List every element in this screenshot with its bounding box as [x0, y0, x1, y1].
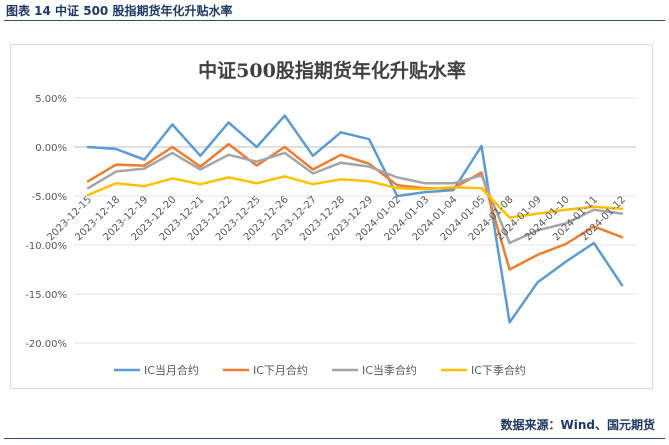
series-lines — [86, 114, 624, 324]
data-point — [255, 181, 259, 185]
data-point — [170, 151, 174, 155]
data-point — [508, 241, 512, 245]
data-point — [367, 179, 371, 183]
data-point — [479, 173, 483, 177]
series-line — [86, 175, 624, 219]
data-point — [536, 253, 540, 257]
data-point — [227, 153, 231, 157]
figure-caption: 图表 14 中证 500 股指期货年化升贴水率 — [6, 4, 233, 18]
data-point — [564, 242, 568, 246]
legend: IC当月合约 IC下月合约 IC当季合约 IC下季合约 — [114, 363, 526, 377]
data-point — [620, 235, 624, 239]
data-point — [311, 182, 315, 186]
data-point — [283, 114, 287, 118]
data-point — [423, 187, 427, 191]
data-point — [395, 186, 399, 190]
y-tick-label: -10.00% — [25, 241, 67, 252]
gridlines — [74, 97, 636, 344]
y-tick-label: 5.00% — [35, 94, 67, 105]
y-tick-label: -20.00% — [25, 339, 67, 350]
data-point — [114, 181, 118, 185]
data-point — [339, 153, 343, 157]
data-point — [508, 320, 512, 324]
data-point — [339, 177, 343, 181]
data-point — [620, 283, 624, 287]
data-point — [564, 260, 568, 264]
bottom-divider — [4, 438, 665, 439]
data-point — [283, 151, 287, 155]
data-point — [367, 137, 371, 141]
data-point — [198, 154, 202, 158]
data-point — [142, 184, 146, 188]
data-point — [86, 186, 90, 190]
y-tick-label: 0.00% — [35, 143, 67, 154]
data-point — [508, 268, 512, 272]
data-point — [255, 145, 259, 149]
data-point — [255, 160, 259, 164]
y-tick-label: -5.00% — [32, 192, 67, 203]
data-point — [198, 168, 202, 172]
data-point — [339, 161, 343, 165]
line-chart: 中证500股指期货年化升贴水率 5.00% 0.00% -5.00% -10.00% -… — [25, 59, 636, 377]
source-note: 数据来源：Wind、国元期货 — [500, 418, 655, 432]
data-point — [311, 154, 315, 158]
data-point — [423, 181, 427, 185]
legend-label: IC下季合约 — [471, 363, 526, 377]
data-point — [114, 170, 118, 174]
y-axis-ticks: 5.00% 0.00% -5.00% -10.00% -15.00% -20.00% — [25, 94, 67, 350]
series-line — [86, 151, 624, 245]
data-point — [114, 147, 118, 151]
legend-item: IC当季合约 — [332, 363, 417, 377]
data-point — [367, 165, 371, 169]
data-point — [170, 145, 174, 149]
data-point — [395, 175, 399, 179]
y-tick-label: -15.00% — [25, 290, 67, 301]
data-point — [620, 212, 624, 216]
data-point — [592, 241, 596, 245]
chart-frame: 中证500股指期货年化升贴水率 5.00% 0.00% -5.00% -10.00% -… — [10, 44, 653, 389]
chart-title: 中证500股指期货年化升贴水率 — [198, 59, 466, 82]
legend-label: IC当月合约 — [144, 363, 199, 377]
data-point — [142, 158, 146, 162]
data-point — [283, 174, 287, 178]
data-point — [255, 164, 259, 168]
data-point — [227, 142, 231, 146]
data-point — [198, 182, 202, 186]
data-point — [283, 145, 287, 149]
data-point — [479, 144, 483, 148]
data-point — [142, 167, 146, 171]
data-point — [114, 163, 118, 167]
data-point — [311, 171, 315, 175]
data-point — [536, 212, 540, 216]
data-point — [451, 185, 455, 189]
series-line — [86, 142, 624, 271]
legend-label: IC下月合约 — [253, 363, 308, 377]
legend-item: IC下月合约 — [223, 363, 308, 377]
legend-item: IC下季合约 — [441, 363, 526, 377]
legend-label: IC当季合约 — [362, 363, 417, 377]
data-point — [339, 130, 343, 134]
data-point — [451, 181, 455, 185]
caption-divider — [4, 20, 665, 21]
data-point — [170, 122, 174, 126]
data-point — [227, 121, 231, 125]
legend-item: IC当月合约 — [114, 363, 199, 377]
data-point — [479, 186, 483, 190]
series-line — [86, 114, 624, 324]
data-point — [170, 176, 174, 180]
data-point — [227, 175, 231, 179]
data-point — [536, 280, 540, 284]
x-axis-ticks: 2023-12-152023-12-182023-12-192023-12-20… — [45, 194, 628, 243]
data-point — [86, 179, 90, 183]
data-point — [86, 145, 90, 149]
